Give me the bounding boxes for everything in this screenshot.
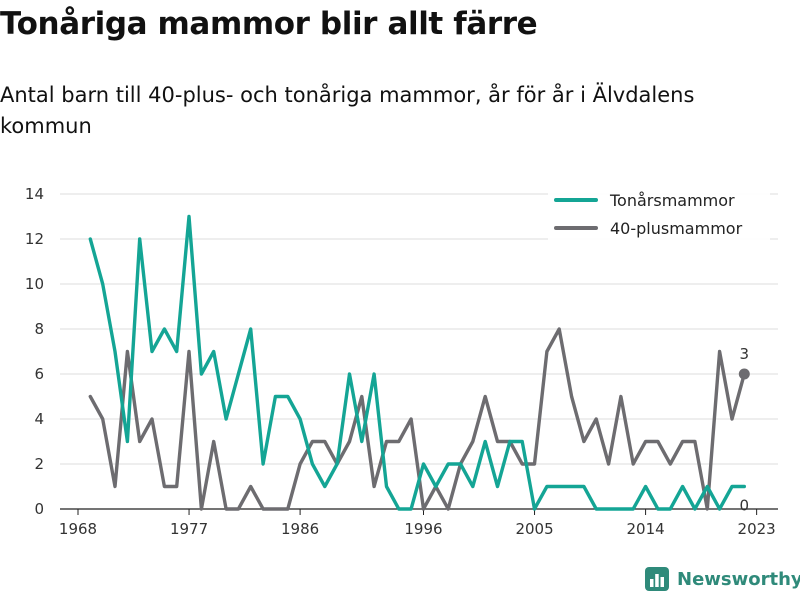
newsworthy-logo: Newsworthy [644,566,800,592]
brand-name: Newsworthy [677,568,800,590]
legend: Tonårsmammor 40-plusmammor [548,184,770,246]
chart-title: Tonåriga mammor blir allt färre [0,6,538,42]
y-tick-label: 4 [34,410,44,428]
end-point-marker [738,368,750,380]
y-tick-label: 12 [25,230,44,248]
y-tick-label: 8 [34,320,44,338]
x-tick-label: 1996 [404,520,442,538]
x-tick-label: 1977 [170,520,208,538]
y-tick-label: 14 [25,185,44,203]
chart-subtitle: Antal barn till 40-plus- och tonåriga ma… [0,83,695,138]
y-tick-label: 0 [34,500,44,518]
series-line-tonarsmammor [88,214,746,511]
axes: 0 2 4 6 8 10 12 14 1968 1977 1986 1996 2005 2014 2023 [25,185,778,538]
x-tick-label: 1986 [281,520,319,538]
end-label-tonarsmammor: 0 [740,497,750,515]
series-line-40-plusmammor [88,327,746,511]
y-tick-label: 6 [34,365,44,383]
end-labels: 30 [738,345,750,515]
legend-background [548,184,770,246]
x-tick-label: 2023 [738,520,776,538]
end-label-40-plusmammor: 3 [740,345,750,363]
x-tick-label: 1968 [59,520,97,538]
y-tick-label: 2 [34,455,44,473]
legend-label: 40-plusmammor [610,219,743,238]
x-tick-label: 2005 [515,520,553,538]
series-lines [88,214,746,511]
legend-label: Tonårsmammor [609,191,735,210]
newsworthy-chart-icon [645,567,669,591]
x-tick-label: 2014 [626,520,664,538]
y-tick-label: 10 [25,275,44,293]
